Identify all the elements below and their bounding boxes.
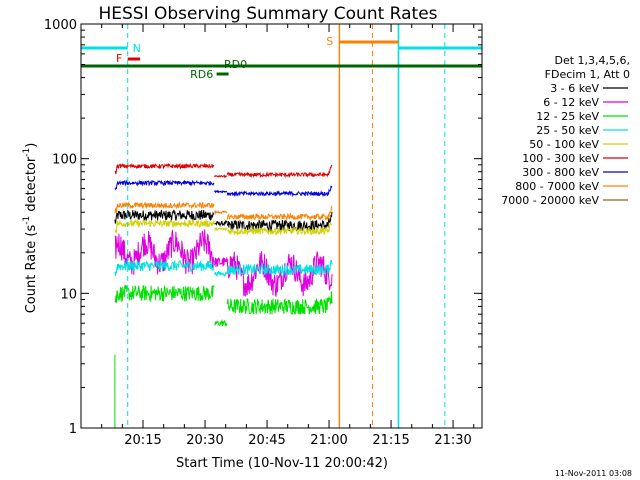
night-label: N	[133, 42, 141, 55]
rd0-label: RD0	[224, 58, 247, 71]
series-line-2-seg2	[214, 318, 228, 327]
series-line-7-seg3	[226, 205, 333, 222]
series-line-5-seg2	[214, 174, 228, 178]
series-line-3-seg1	[114, 259, 215, 276]
saa-label: S	[326, 35, 333, 48]
series-line-5-seg1	[114, 162, 215, 175]
series-line-4-seg2	[214, 226, 228, 232]
series-line-3-seg2	[214, 270, 228, 277]
series-line-1-seg2	[214, 257, 228, 268]
x-tick-label: 21:30	[434, 433, 471, 448]
y-axis-label-end: )	[24, 143, 39, 148]
x-tick-label: 20:30	[186, 433, 223, 448]
series-line-0-seg2	[214, 219, 228, 227]
series-line-2-seg1	[114, 284, 215, 304]
series-line-0-seg1	[114, 209, 215, 224]
legend-label: 6 - 12 keV	[543, 96, 599, 109]
data-series	[114, 162, 333, 428]
y-axis-label: Count Rate (s-1 detector-1)	[22, 143, 39, 314]
y-axis-label-sup2: -1	[22, 148, 32, 157]
rd6-label: RD6	[190, 68, 213, 81]
series-line-6-seg1	[114, 179, 215, 191]
legend: Det 1,3,4,5,6, FDecim 1, Att 0 3 - 6 keV…	[501, 54, 630, 207]
annotation-lines: NF RD0 RD6 S	[81, 24, 482, 428]
legend-header-1: Det 1,3,4,5,6,	[554, 54, 630, 67]
series-line-6-seg3	[226, 185, 333, 198]
x-axis-label: Start Time (10-Nov-11 20:00:42)	[176, 456, 388, 471]
chart-title: HESSI Observing Summary Count Rates	[98, 4, 437, 24]
legend-label: 25 - 50 keV	[536, 124, 599, 137]
y-axis-label-mid: detector	[24, 156, 39, 216]
timestamp-footer: 11-Nov-2011 03:08	[555, 469, 632, 478]
series-line-4-seg1	[114, 218, 215, 234]
y-tick-label: 1000	[44, 18, 77, 33]
x-tick-label: 20:15	[124, 433, 161, 448]
legend-label: 12 - 25 keV	[536, 110, 599, 123]
x-tick-label: 21:15	[372, 433, 409, 448]
series-line-7-seg1	[114, 200, 215, 214]
legend-label: 800 - 7000 keV	[515, 180, 599, 193]
series-line-1-seg3	[226, 251, 333, 297]
series-line-2-seg3	[226, 291, 333, 315]
legend-label: 50 - 100 keV	[529, 138, 599, 151]
y-axis-label-sup1: -1	[22, 216, 32, 225]
y-tick-label: 10	[60, 287, 77, 302]
y-axis-label-main: Count Rate (s	[24, 225, 39, 314]
flare-label: F	[116, 52, 122, 65]
series-line-4-seg3	[227, 222, 333, 236]
legend-label: 7000 - 20000 keV	[501, 194, 599, 207]
series-line-3-seg3	[226, 260, 333, 277]
y-tick-label: 100	[52, 153, 77, 168]
series-line-6-seg2	[214, 189, 228, 194]
legend-label: 100 - 300 keV	[522, 152, 599, 165]
legend-label: 3 - 6 keV	[550, 82, 599, 95]
axes: 20:15 20:30 20:45 21:00 21:15 21:30 1 10 100 1000	[44, 18, 483, 448]
plot-border	[80, 23, 483, 429]
series-line-5-seg3	[226, 164, 333, 179]
x-tick-label: 21:00	[310, 433, 347, 448]
y-tick-label: 1	[69, 422, 77, 437]
x-tick-label: 20:45	[248, 433, 285, 448]
legend-label: 300 - 800 keV	[522, 166, 599, 179]
legend-header-2: FDecim 1, Att 0	[545, 68, 630, 81]
series-line-7-seg2	[214, 209, 228, 215]
